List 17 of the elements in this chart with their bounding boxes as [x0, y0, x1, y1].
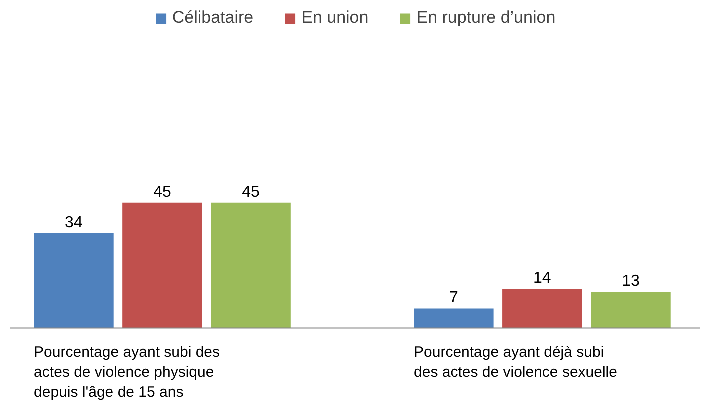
- data-label: 7: [449, 290, 458, 307]
- x-tick-label: Pourcentage ayant déjà subi des actes de violence sexuelle: [414, 344, 618, 382]
- bar: [122, 202, 202, 328]
- bar: [591, 292, 671, 328]
- bar: [34, 234, 114, 328]
- bar: [414, 308, 494, 328]
- data-label: 34: [65, 214, 83, 232]
- bar: [211, 202, 291, 328]
- data-label: 14: [534, 270, 552, 288]
- legend-label: Célibataire: [172, 8, 254, 28]
- x-tick-label: Pourcentage ayant subi des actes de violence physique depuis l'âge de 15 ans: [34, 344, 220, 402]
- legend-label: En rupture d’union: [416, 8, 556, 28]
- data-label: 13: [622, 273, 640, 290]
- data-label: 45: [154, 184, 172, 201]
- data-label: 45: [242, 184, 260, 201]
- bar: [502, 289, 582, 328]
- legend-label: En union: [302, 8, 369, 28]
